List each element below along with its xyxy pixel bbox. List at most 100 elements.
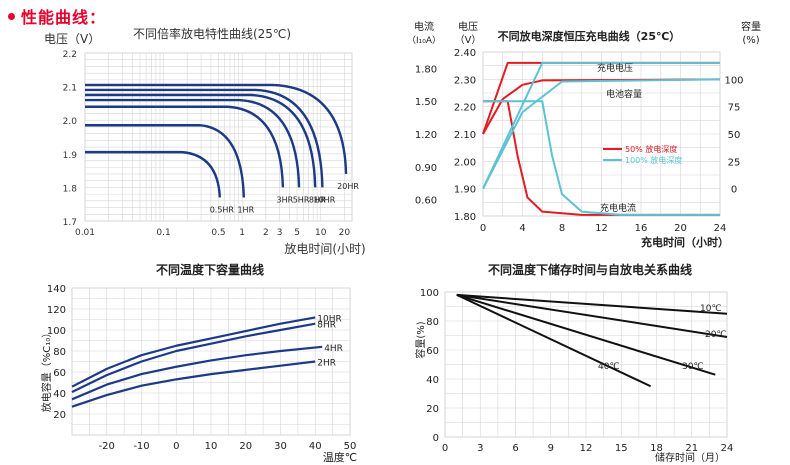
chart3-lines — [71, 316, 323, 408]
chart3-ytick-label: 40 — [53, 389, 66, 400]
chart1-ytick-label: 2.1 — [63, 84, 77, 94]
chart2-current-tick: 0.90 — [415, 163, 437, 174]
chart2-title: 不同放电深度恒压充电曲线（25℃） — [498, 29, 681, 43]
chart4-ytick-label: 20 — [426, 404, 439, 415]
chart1-series-label: 5HR — [293, 195, 310, 204]
chart3-xtick-label: 40 — [309, 441, 322, 452]
chart3-xtick-label: -20 — [99, 441, 115, 452]
chart4-series-label: 10℃ — [700, 304, 722, 314]
chart2-xlabel: 充电时间（小时） — [641, 235, 729, 249]
chart1-series-line — [85, 83, 348, 174]
chart1-xlabel: 放电时间(小时) — [284, 241, 365, 256]
chart2-xtick-label: 16 — [635, 223, 648, 234]
chart4-xtick-label: 15 — [615, 443, 628, 454]
chart2-voltage-tick: 2.10 — [454, 130, 476, 141]
chart2-xtick-label: 12 — [595, 223, 608, 234]
chart2-series-capacity — [482, 78, 721, 190]
chart2-capacity-tick: 50 — [728, 130, 741, 141]
chart4-labels: 0 20 40 60 80 100 0 3 6 9 12 15 18 21 24 10℃ 20℃ 30℃ 40℃ — [420, 288, 733, 454]
chart3-series-line — [71, 345, 323, 401]
chart3-xtick-label: 10 — [205, 441, 218, 452]
chart2-annotation-voltage: 充电电压 — [597, 62, 633, 74]
chart1-series-line — [85, 93, 317, 188]
chart3-xtick-label: 0 — [173, 441, 179, 452]
chart1-ytick-label: 2.2 — [63, 50, 77, 60]
chart4-series-line — [456, 293, 652, 388]
chart3-series-label: 8HR — [317, 321, 336, 331]
chart2-labels: 0.60 0.90 1.20 1.50 1.80 1.80 1.90 2.00 2.10 2.20… — [415, 48, 744, 234]
chart1-xtick-label: 0.01 — [75, 228, 95, 238]
chart4-xtick-label: 12 — [580, 443, 593, 454]
chart2-voltage-label: 电压 — [458, 20, 478, 33]
chart3-series-label: 10HR — [317, 314, 341, 324]
chart1-ytick-label: 2.0 — [63, 117, 78, 127]
chart3-title: 不同温度下容量曲线 — [156, 262, 264, 277]
chart2-legend-label: 50% 放电深度 — [625, 144, 677, 154]
chart2-voltage-tick: 2.00 — [454, 157, 476, 168]
chart3-xtick-label: -10 — [133, 441, 149, 452]
chart4-xlabel: 储存时间（月） — [655, 451, 725, 464]
chart2-voltage-tick: 2.40 — [454, 48, 476, 59]
chart3-series-label: 4HR — [324, 344, 343, 354]
chart3-xtick-label: 30 — [274, 441, 287, 452]
chart1-ylabel: 电压（V） — [44, 32, 100, 46]
chart1-series-line — [85, 124, 246, 198]
chart2-legend-label: 100% 放电深度 — [625, 155, 682, 165]
chart2-voltage-unit: （V） — [455, 34, 482, 46]
chart4-ytick-label: 60 — [426, 346, 439, 357]
chart1-series-label: 20HR — [337, 182, 359, 191]
chart3-xtick-label: 50 — [344, 441, 357, 452]
chart4-xtick-label: 6 — [512, 443, 518, 454]
chart2-voltage-tick: 1.90 — [454, 185, 476, 196]
chart2-current-tick: 1.20 — [415, 130, 437, 141]
chart4-ytick-label: 40 — [426, 375, 439, 386]
chart2-voltage-tick: 1.80 — [454, 212, 476, 223]
charge-curve-chart: 0.60 0.90 1.20 1.50 1.80 1.80 1.90 2.00 2.10 2.20… — [407, 20, 761, 249]
chart3-ytick-label: 100 — [47, 326, 66, 337]
chart4-series-line — [456, 293, 728, 315]
chart1-xtick-label: 5 — [294, 228, 300, 238]
chart2-xtick-label: 20 — [674, 223, 687, 234]
chart2-xtick-label: 24 — [714, 223, 727, 234]
bullet-dot-icon — [8, 12, 15, 20]
chart4-ylabel: 容量(%) — [414, 321, 427, 358]
chart1-xtick-label: 20 — [339, 228, 351, 238]
chart2-capacity-label: 容量 — [741, 20, 761, 33]
chart4-series-label: 20℃ — [705, 330, 727, 340]
chart2-capacity-unit: (%) — [742, 35, 759, 46]
chart3-xlabel: 温度℃ — [323, 450, 357, 464]
chart2-grid — [482, 51, 721, 217]
chart3-labels: 20 40 60 80 100 120 140 -20 -10 0 10 20 30 40 50 10HR8H… — [47, 284, 356, 452]
chart3-ytick-label: 140 — [47, 284, 66, 295]
chart1-ytick-label: 1.7 — [63, 218, 77, 228]
chart1-title: 不同倍率放电特性曲线(25℃) — [133, 26, 291, 41]
chart2-xtick-label: 4 — [519, 223, 525, 234]
chart4-title: 不同温度下储存时间与自放电关系曲线 — [488, 262, 692, 277]
chart1-xtick-label: 2 — [263, 228, 269, 238]
chart4-ytick-label: 0 — [433, 433, 439, 444]
chart2-annotation-capacity: 电池容量 — [606, 88, 642, 100]
chart1-labels: 1.7 1.8 1.9 2.0 2.1 2.2 0.01 0.1 0.5 1 2 3 5 10 20 0.5H… — [63, 50, 360, 238]
chart1-xtick-label: 3 — [277, 228, 283, 238]
chart3-series-line — [71, 360, 316, 408]
self-discharge-chart: 0 20 40 60 80 100 0 3 6 9 12 15 18 21 24 10℃ 20℃ 30℃ 40℃ 不… — [414, 262, 733, 464]
chart1-xtick-label: 10 — [315, 228, 327, 238]
chart1-series-label: 0.5HR — [210, 205, 235, 214]
chart1-ytick-label: 1.9 — [63, 151, 78, 161]
chart2-current-label: 电流 — [414, 20, 434, 33]
chart2-lines — [482, 61, 721, 216]
chart3-ytick-label: 120 — [47, 305, 66, 316]
chart1-series-label: 1HR — [237, 205, 254, 214]
chart4-series-line — [456, 293, 728, 338]
chart4-series-label: 30℃ — [682, 362, 704, 372]
discharge-rate-chart: 1.7 1.8 1.9 2.0 2.1 2.2 0.01 0.1 0.5 1 2 3 5 10 20 0.5H… — [44, 26, 366, 256]
chart4-xtick-label: 24 — [721, 443, 734, 454]
chart3-ylabel: 放电容量（%C₁₀） — [40, 328, 53, 413]
chart3-series-line — [71, 316, 316, 388]
chart2-current-tick: 1.80 — [415, 64, 437, 75]
chart3-ytick-label: 60 — [53, 368, 66, 379]
chart4-ytick-label: 100 — [420, 288, 439, 299]
chart4-xtick-label: 3 — [477, 443, 483, 454]
chart1-xtick-label: 1 — [239, 228, 245, 238]
chart3-series-label: 2HR — [317, 359, 336, 369]
